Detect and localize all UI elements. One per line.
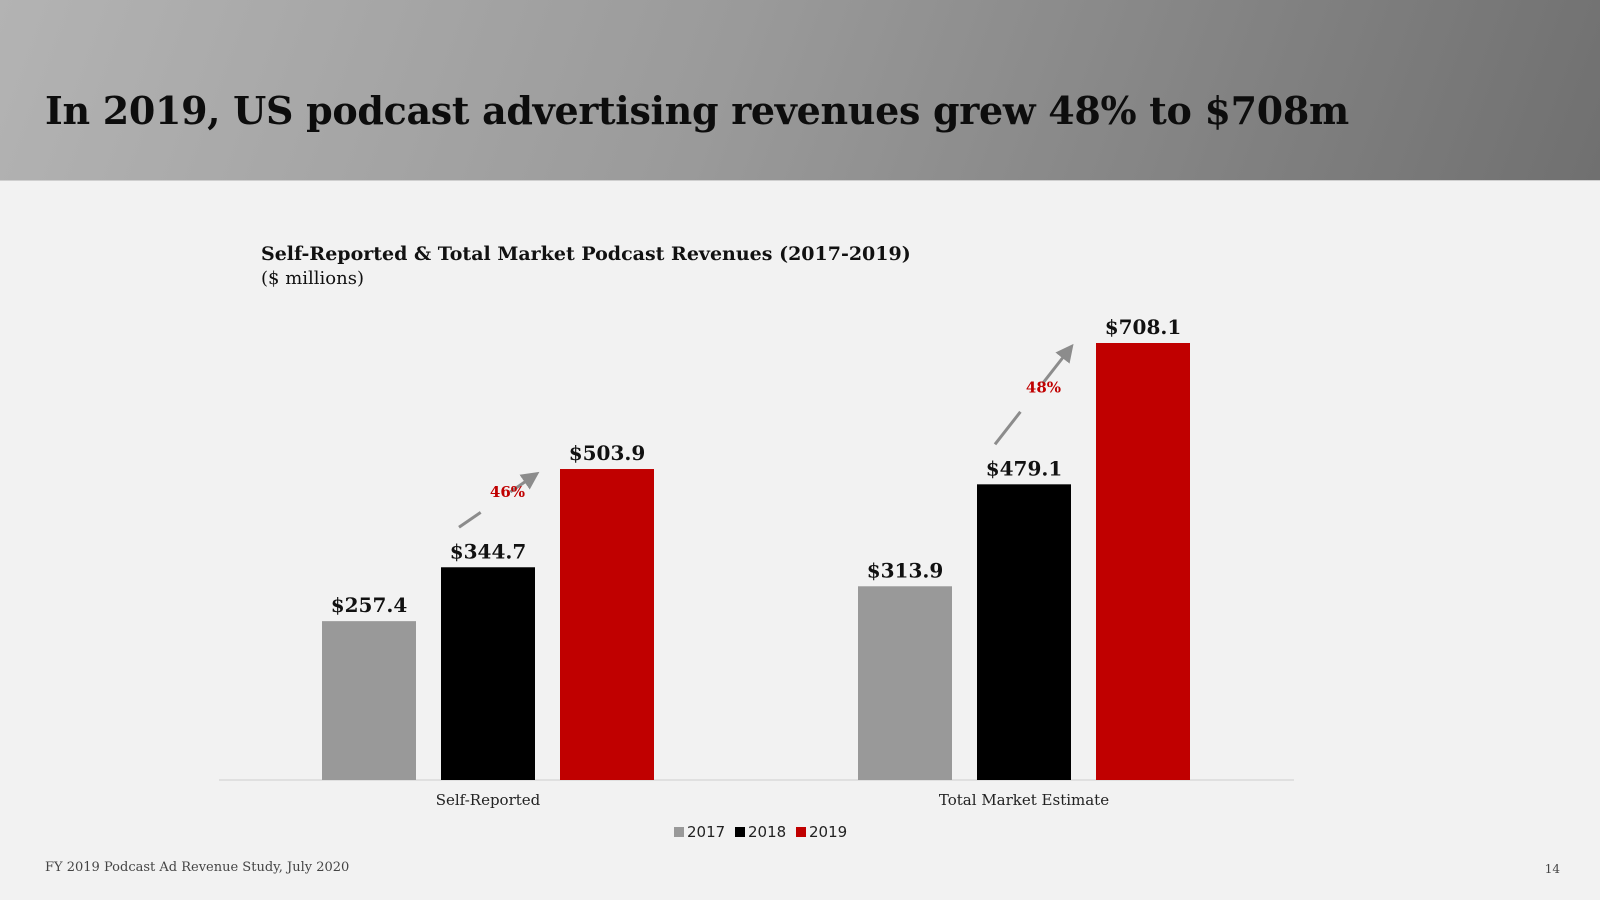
legend-label-2018: 2018 [748, 823, 786, 841]
chart-subtitle: ($ millions) [261, 268, 364, 289]
bar-2018-0 [441, 567, 535, 780]
header-banner: In 2019, US podcast advertising revenues… [0, 0, 1600, 181]
legend-swatch-2019 [796, 827, 806, 837]
bar-2018-1 [977, 484, 1071, 780]
chart-title: Self-Reported & Total Market Podcast Rev… [261, 243, 911, 265]
growth-label-0: 46% [490, 483, 525, 501]
category-label-0: Self-Reported [436, 791, 541, 809]
page-title: In 2019, US podcast advertising revenues… [45, 88, 1349, 133]
bar-2019-0 [560, 469, 654, 780]
footer-source: FY 2019 Podcast Ad Revenue Study, July 2… [45, 860, 350, 875]
growth-label-1: 48% [1026, 379, 1061, 397]
data-label-2018-0: $344.7 [450, 539, 527, 563]
category-label-1: Total Market Estimate [939, 791, 1109, 809]
growth-arrow-head-0 [509, 471, 540, 494]
bar-2019-1 [1096, 343, 1190, 780]
growth-arrow-head-1 [1041, 343, 1074, 385]
legend-swatch-2017 [674, 827, 684, 837]
legend-swatch-2018 [735, 827, 745, 837]
data-label-2018-1: $479.1 [986, 456, 1063, 480]
legend-label-2019: 2019 [809, 823, 847, 841]
page-number: 14 [1544, 862, 1560, 876]
bar-2017-0 [322, 621, 416, 780]
data-label-2019-1: $708.1 [1105, 315, 1182, 339]
data-label-2019-0: $503.9 [569, 441, 646, 465]
growth-arrow-tail-1 [993, 410, 1022, 446]
data-label-2017-1: $313.9 [867, 558, 944, 582]
bar-2017-1 [858, 586, 952, 780]
growth-arrow-tail-0 [458, 511, 482, 529]
legend-label-2017: 2017 [687, 823, 725, 841]
data-label-2017-0: $257.4 [331, 593, 408, 617]
